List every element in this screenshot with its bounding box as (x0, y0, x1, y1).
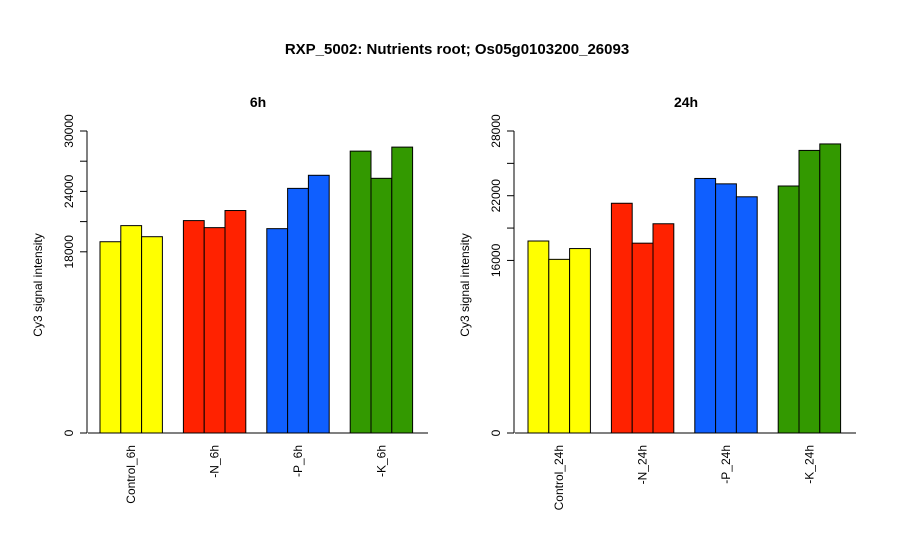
bar--N_24h-1 (610, 202, 633, 434)
x-category-label: -P_6h (291, 445, 305, 477)
panel-title: 6h (250, 94, 266, 110)
bar-Control_24h-2 (548, 258, 571, 434)
bar--P_6h-1 (266, 228, 289, 434)
y-tick-label: 16000 (489, 243, 503, 277)
x-category-label: -N_24h (636, 445, 650, 484)
y-axis-label: Cy3 signal intensity (31, 233, 45, 336)
bar-Control_6h-3 (141, 236, 163, 434)
bar--K_24h-1 (777, 185, 800, 434)
bar--P_24h-1 (694, 177, 717, 434)
x-category-label: Control_24h (552, 445, 566, 510)
bar-Control_24h-3 (569, 248, 591, 434)
bar-Control_6h-1 (99, 241, 122, 434)
y-tick-label: 0 (489, 429, 503, 436)
bar--K_6h-2 (370, 177, 393, 434)
x-category-label: Control_6h (124, 445, 138, 504)
main-title: RXP_5002: Nutrients root; Os05g0103200_2… (285, 41, 629, 58)
x-category-label: -P_24h (719, 445, 733, 484)
bar--N_6h-3 (224, 210, 247, 434)
bar--P_6h-2 (287, 187, 309, 434)
bar--K_6h-3 (391, 146, 414, 434)
bar--K_24h-2 (798, 149, 821, 434)
bar--P_24h-3 (735, 196, 758, 434)
y-tick-label: 22000 (489, 179, 503, 213)
bar--N_6h-1 (182, 220, 205, 434)
bar--N_24h-2 (631, 242, 654, 434)
y-tick-label: 0 (62, 429, 76, 436)
bar-Control_24h-1 (527, 240, 550, 434)
bar--P_24h-2 (715, 183, 737, 434)
y-tick-label: 24000 (62, 174, 76, 208)
x-category-label: -K_24h (802, 445, 816, 484)
x-category-label: -N_6h (208, 445, 222, 478)
x-category-label: -K_6h (374, 445, 388, 477)
y-tick-label: 28000 (489, 114, 503, 148)
bar--K_24h-3 (819, 143, 842, 434)
y-axis-label: Cy3 signal intensity (458, 233, 472, 336)
bar-Control_6h-2 (120, 225, 143, 434)
bar--P_6h-3 (307, 174, 330, 434)
y-tick-label: 18000 (62, 235, 76, 269)
bar--K_6h-1 (349, 150, 372, 434)
y-tick-label: 30000 (62, 114, 76, 148)
panel-6h: 6h Cy3 signal intensity 0 18000 24000 30000 Co… (31, 94, 428, 504)
bar--N_6h-2 (203, 227, 226, 434)
panel-24h: 24h Cy3 signal intensity 0 16000 22000 28000 C… (458, 94, 856, 510)
panel-title: 24h (674, 94, 698, 110)
bar--N_24h-3 (652, 223, 675, 434)
